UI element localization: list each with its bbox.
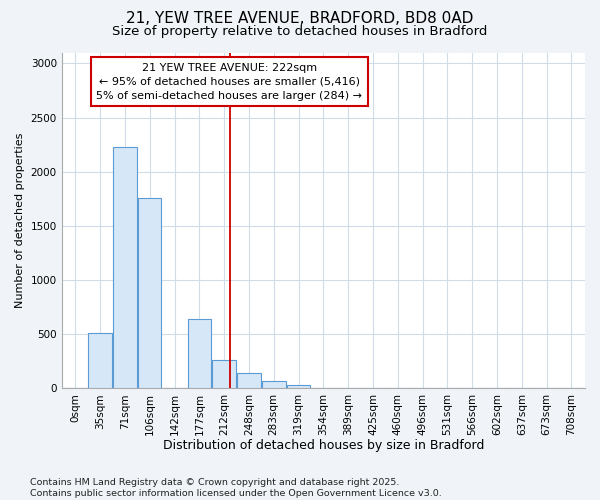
Text: Size of property relative to detached houses in Bradford: Size of property relative to detached ho… [112,25,488,38]
Bar [287,385,310,388]
Text: 21 YEW TREE AVENUE: 222sqm
← 95% of detached houses are smaller (5,416)
5% of se: 21 YEW TREE AVENUE: 222sqm ← 95% of deta… [96,62,362,100]
Bar [113,147,137,388]
Bar [138,198,161,388]
Text: 21, YEW TREE AVENUE, BRADFORD, BD8 0AD: 21, YEW TREE AVENUE, BRADFORD, BD8 0AD [127,11,473,26]
Bar [188,319,211,388]
Bar [237,373,261,388]
Y-axis label: Number of detached properties: Number of detached properties [15,132,25,308]
X-axis label: Distribution of detached houses by size in Bradford: Distribution of detached houses by size … [163,440,484,452]
Bar [88,333,112,388]
Text: Contains HM Land Registry data © Crown copyright and database right 2025.
Contai: Contains HM Land Registry data © Crown c… [30,478,442,498]
Bar [212,360,236,388]
Bar [262,381,286,388]
